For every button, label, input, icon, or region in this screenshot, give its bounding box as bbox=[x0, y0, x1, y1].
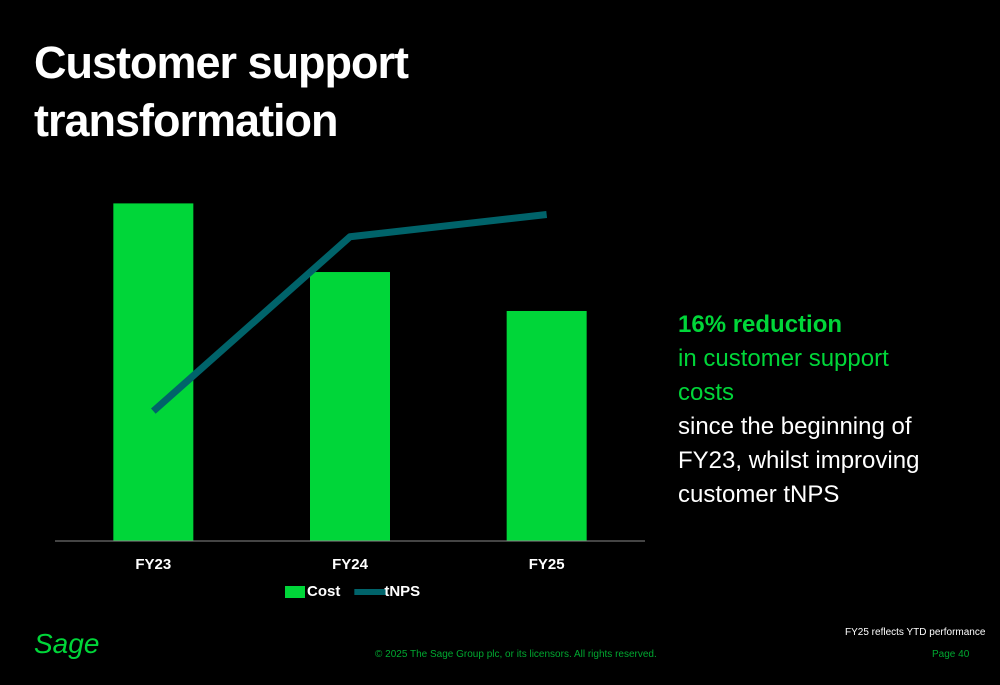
x-tick-label: FY24 bbox=[332, 556, 369, 573]
bar bbox=[310, 272, 390, 541]
legend-label: Cost bbox=[307, 583, 340, 600]
x-tick-label: FY23 bbox=[135, 556, 171, 573]
copyright: © 2025 The Sage Group plc, or its licens… bbox=[375, 649, 657, 660]
footnote: FY25 reflects YTD performance bbox=[845, 627, 986, 638]
logo: Sage bbox=[34, 628, 100, 659]
bar bbox=[506, 310, 587, 541]
callout-highlight: 16% reduction bbox=[678, 311, 843, 338]
legend-swatch bbox=[285, 586, 305, 598]
bar bbox=[113, 203, 194, 541]
callout-highlight-rest: in customer support costs bbox=[678, 345, 889, 406]
page-number: Page 40 bbox=[932, 649, 970, 660]
line bbox=[151, 211, 548, 414]
callout: 16% reduction in customer support costs … bbox=[678, 308, 928, 512]
x-tick-label: FY25 bbox=[529, 556, 565, 573]
callout-body: since the beginning of FY23, whilst impr… bbox=[678, 413, 920, 508]
slide-title: Customer support transformation bbox=[34, 37, 409, 146]
legend-label: tNPS bbox=[384, 583, 420, 600]
